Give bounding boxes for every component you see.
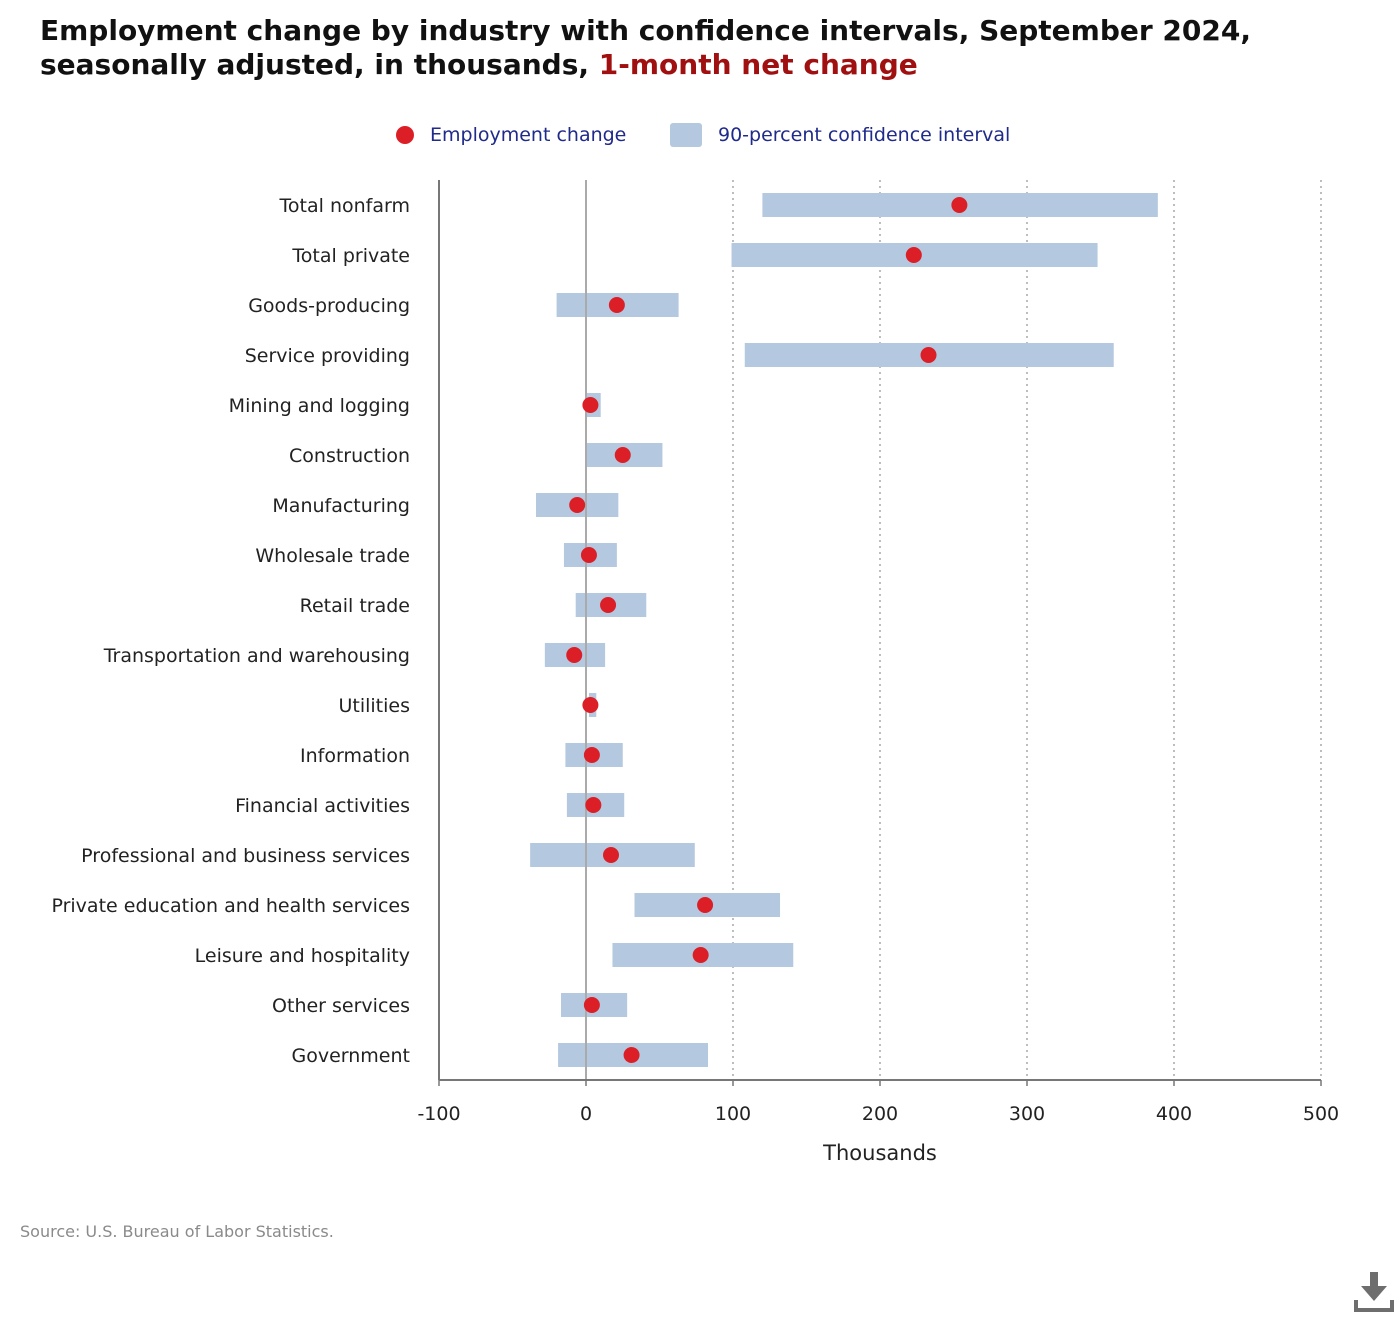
category-label: Leisure and hospitality	[195, 945, 410, 967]
category-label: Information	[300, 745, 410, 767]
employment-change-point[interactable]	[614, 447, 631, 463]
employment-change-point[interactable]	[580, 547, 597, 563]
employment-change-point[interactable]	[585, 797, 602, 813]
x-tick-label: 0	[580, 1103, 592, 1125]
legend-label-employment-change: Employment change	[430, 124, 627, 146]
category-label: Wholesale trade	[255, 545, 410, 567]
dot-interval-chart: Total nonfarm Total private Goods-producin…	[51, 180, 1339, 1165]
category-label: Construction	[289, 445, 410, 467]
category-label: Utilities	[338, 695, 410, 717]
employment-change-point[interactable]	[582, 397, 599, 413]
category-label: Government	[292, 1045, 411, 1067]
employment-change-point[interactable]	[692, 947, 709, 963]
employment-change-point[interactable]	[905, 247, 922, 263]
employment-change-point[interactable]	[569, 497, 586, 513]
download-button[interactable]	[1352, 1270, 1396, 1314]
confidence-intervals	[530, 193, 1158, 1067]
legend: Employment change 90-percent confidence …	[0, 118, 1400, 152]
category-labels: Total nonfarm Total private Goods-producin…	[51, 195, 410, 1067]
employment-change-point[interactable]	[582, 697, 599, 713]
legend-item-employment-change[interactable]: Employment change	[396, 118, 626, 152]
employment-change-point[interactable]	[623, 1047, 640, 1063]
x-tick-label: 400	[1156, 1103, 1192, 1125]
category-label: Private education and health services	[51, 895, 410, 917]
legend-label-confidence-interval: 90-percent confidence interval	[718, 124, 1011, 146]
employment-change-point[interactable]	[608, 297, 625, 313]
legend-box-icon	[670, 123, 702, 147]
legend-dot-icon	[396, 126, 414, 144]
category-label: Transportation and warehousing	[103, 645, 410, 667]
category-label: Financial activities	[235, 795, 410, 817]
chart-title-main: Employment change by industry with confi…	[40, 14, 1251, 81]
download-icon	[1354, 1272, 1394, 1312]
source-note: Source: U.S. Bureau of Labor Statistics.	[20, 1222, 334, 1241]
employment-change-point[interactable]	[920, 347, 937, 363]
employment-change-point[interactable]	[951, 197, 968, 213]
employment-change-point[interactable]	[583, 747, 600, 763]
category-label: Service providing	[245, 345, 410, 367]
x-tick-label: 100	[715, 1103, 751, 1125]
category-label: Retail trade	[300, 595, 410, 617]
grid-lines	[732, 180, 1322, 1080]
employment-change-point[interactable]	[600, 597, 617, 613]
category-label: Mining and logging	[229, 395, 410, 417]
x-tick-label: -100	[417, 1103, 460, 1125]
x-tick-label: 200	[862, 1103, 898, 1125]
employment-change-point[interactable]	[583, 997, 600, 1013]
category-label: Goods-producing	[248, 295, 410, 317]
category-label: Total private	[291, 245, 410, 267]
x-tick-labels: -100 0 100 200 300 400 500 Thousands	[417, 1080, 1339, 1165]
category-label: Manufacturing	[272, 495, 410, 517]
category-label: Professional and business services	[81, 845, 410, 867]
chart-title-accent: 1-month net change	[598, 48, 918, 81]
employment-change-point[interactable]	[602, 847, 619, 863]
chart-title: Employment change by industry with confi…	[40, 14, 1360, 82]
legend-item-confidence-interval[interactable]: 90-percent confidence interval	[670, 118, 1010, 152]
x-tick-label: 300	[1009, 1103, 1045, 1125]
category-label: Total nonfarm	[279, 195, 410, 217]
employment-change-point[interactable]	[566, 647, 583, 663]
category-label: Other services	[272, 995, 410, 1017]
employment-change-points	[566, 197, 968, 1063]
employment-change-point[interactable]	[697, 897, 714, 913]
x-axis-title: Thousands	[822, 1141, 937, 1165]
x-tick-label: 500	[1303, 1103, 1339, 1125]
